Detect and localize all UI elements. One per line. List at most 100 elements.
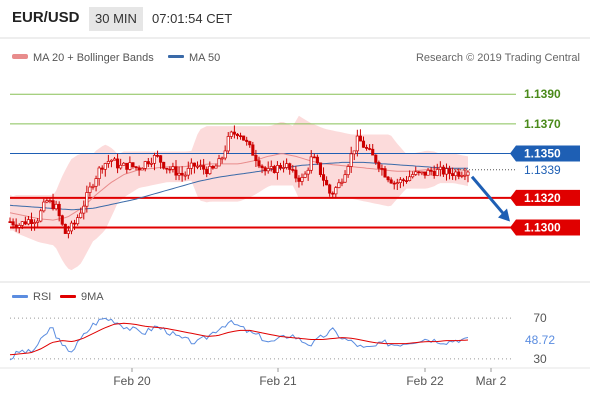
- candle-body: [291, 169, 295, 171]
- level-label-1: 1.1370: [524, 117, 561, 131]
- candle: [112, 156, 117, 161]
- candle: [159, 155, 163, 169]
- candle-body: [119, 164, 123, 169]
- candle-body: [346, 166, 350, 176]
- candle-body: [260, 165, 264, 169]
- candle-body: [297, 177, 301, 182]
- candle-body: [45, 200, 49, 203]
- candle-body: [211, 165, 215, 169]
- candle: [352, 150, 356, 161]
- candle: [8, 217, 12, 223]
- forecast-arrow-shaft: [470, 175, 507, 217]
- candle-body: [444, 168, 449, 175]
- rsi-plot: 70 30 48.72: [9, 311, 580, 366]
- candle-body: [128, 162, 132, 170]
- bollinger-band: [10, 115, 468, 271]
- candle: [143, 160, 147, 172]
- candle: [223, 145, 227, 161]
- candle: [226, 132, 230, 154]
- candle: [109, 159, 113, 168]
- candle-body: [466, 171, 470, 176]
- candle-body: [88, 186, 92, 193]
- candle: [417, 170, 421, 176]
- candle: [257, 156, 261, 169]
- candle-body: [380, 168, 384, 170]
- candle: [60, 214, 64, 226]
- candle: [33, 219, 37, 231]
- chart-header: EUR/USD 30 MIN 07:01:54 CET: [0, 0, 590, 38]
- timeframe-badge[interactable]: 30 MIN: [89, 7, 143, 31]
- candle: [331, 191, 335, 198]
- candle-body: [325, 179, 329, 186]
- candle-body: [408, 176, 412, 181]
- candle: [263, 165, 267, 176]
- level-label-4: 1.1300: [524, 221, 561, 235]
- candle: [63, 223, 67, 234]
- candle-body: [48, 200, 52, 202]
- candle-body: [288, 163, 292, 170]
- candle-body: [60, 215, 64, 225]
- candle: [337, 179, 341, 189]
- candle: [134, 166, 138, 171]
- candle: [414, 166, 418, 176]
- candle: [208, 161, 212, 175]
- candle: [466, 170, 470, 183]
- candle: [371, 144, 375, 156]
- candle: [297, 175, 301, 188]
- candle-body: [358, 135, 362, 142]
- candle-body: [343, 174, 347, 183]
- candle-body: [426, 169, 430, 176]
- candle: [103, 162, 107, 177]
- candle-body: [57, 203, 61, 217]
- candle-body: [263, 167, 267, 172]
- candle: [374, 154, 378, 165]
- candle: [386, 175, 390, 183]
- candle-body: [374, 154, 378, 163]
- candle: [106, 154, 110, 168]
- candle: [131, 162, 135, 169]
- rsi-level-label-0: 70: [533, 311, 547, 325]
- candle-body: [122, 162, 126, 166]
- candle-body: [389, 179, 393, 184]
- candle: [20, 221, 24, 230]
- candle-body: [395, 182, 399, 184]
- candle-body: [199, 165, 203, 167]
- candle-body: [294, 169, 298, 179]
- candle-body: [226, 136, 230, 152]
- candle-body: [39, 210, 43, 222]
- candle-body: [451, 173, 455, 177]
- candle-body: [315, 156, 319, 164]
- candle-body: [441, 166, 445, 175]
- candle-body: [8, 221, 12, 223]
- candle-body: [457, 171, 461, 177]
- candle: [435, 163, 439, 177]
- candle: [119, 158, 123, 170]
- candle: [23, 216, 27, 226]
- candle-body: [168, 168, 172, 171]
- candle: [306, 167, 310, 181]
- candle-body: [100, 167, 104, 170]
- candle-body: [103, 163, 107, 170]
- candle: [401, 177, 405, 187]
- candle: [42, 198, 46, 213]
- candle: [266, 161, 270, 174]
- candle-body: [275, 165, 279, 173]
- rsi-legend-label: RSI: [33, 291, 51, 303]
- x-tick-label-feb20: Feb 20: [113, 374, 151, 388]
- candle-body: [134, 166, 138, 169]
- candle-body: [248, 141, 252, 146]
- candle: [11, 218, 15, 229]
- candle: [165, 167, 169, 174]
- candle: [45, 198, 49, 204]
- candle: [69, 220, 74, 235]
- candle-body: [235, 133, 240, 137]
- candle-body: [33, 222, 37, 224]
- candle-body: [269, 166, 273, 169]
- candle: [423, 171, 427, 179]
- candle: [39, 208, 43, 223]
- candle-body: [11, 221, 15, 226]
- candle-body: [109, 159, 113, 162]
- candle: [368, 144, 372, 151]
- candle: [278, 162, 283, 171]
